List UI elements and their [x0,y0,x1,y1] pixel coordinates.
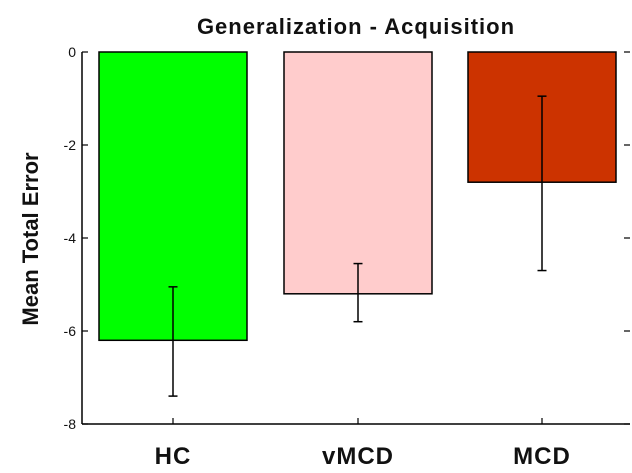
y-ticks: 0 -2 -4 -6 -8 [64,44,630,432]
x-tick-labels: HC vMCD MCD [155,443,571,470]
y-axis-label: Mean Total Error [18,152,43,326]
y-tick-label: 0 [68,44,76,60]
error-bar-vmcd [353,262,363,323]
y-tick-label: -8 [64,416,77,432]
error-bar-mcd [537,95,547,272]
x-tick-label-vmcd: vMCD [322,443,394,470]
y-tick-label: -6 [64,323,77,339]
error-bars [168,95,547,397]
chart-title: Generalization - Acquisition [197,14,515,39]
y-tick-label: -2 [64,137,77,153]
x-tick-label-hc: HC [155,443,192,470]
y-tick-label: -4 [64,230,77,246]
x-tick-label-mcd: MCD [513,443,571,470]
bar-vmcd [283,51,433,295]
axes [81,52,630,425]
error-bar-hc [168,286,178,397]
